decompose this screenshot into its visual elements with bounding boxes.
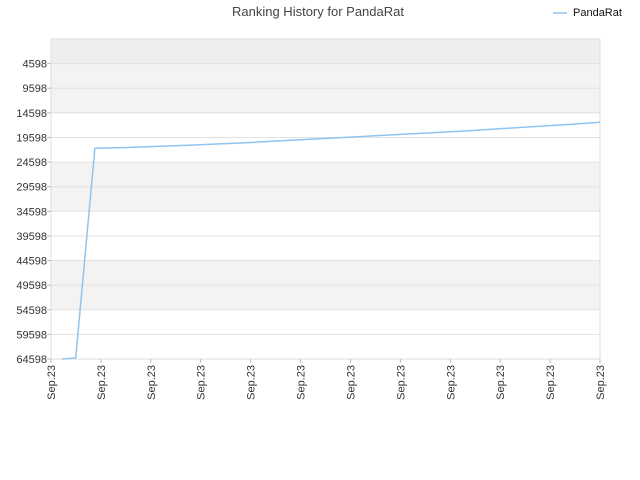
plot-band [51, 235, 600, 261]
y-tick-label: 54598 [16, 305, 47, 317]
y-tick-label: 34598 [16, 206, 47, 218]
y-tick-label: 24598 [16, 157, 47, 169]
series-line-pandarat [61, 121, 601, 360]
y-tick-label: 19598 [16, 132, 47, 144]
chart-title: Ranking History for PandaRat [232, 4, 404, 19]
y-tick-label: 39598 [16, 231, 47, 243]
x-tick-label: Sep.23 [545, 365, 557, 400]
series-layer [61, 121, 601, 360]
plot-band [51, 112, 600, 138]
plot-border [50, 38, 601, 360]
y-tick-label: 29598 [16, 182, 47, 194]
y-tick-label: 14598 [16, 108, 47, 120]
x-tick-label: Sep.23 [246, 365, 258, 400]
y-tick-label: 64598 [16, 354, 47, 366]
x-tick-label: Sep.23 [96, 365, 108, 400]
y-tick-label: 59598 [16, 329, 47, 341]
plot-band [51, 285, 600, 310]
x-tick-label: Sep.23 [395, 365, 407, 400]
x-tick-label: Sep.23 [345, 365, 357, 400]
y-tick-label: 49598 [16, 280, 47, 292]
y-tick-label: 44598 [16, 256, 47, 268]
x-tick-label: Sep.23 [196, 365, 208, 400]
plot-band [51, 39, 600, 64]
plot-band [51, 162, 600, 187]
legend-label-pandarat: PandaRat [573, 7, 622, 19]
x-axis: Sep.23 Sep.23 Sep.23 Sep.23 Sep.23 Sep.23 Sep.… [46, 359, 607, 400]
y-tick-label: 4598 [23, 59, 47, 71]
plot-band [51, 186, 600, 212]
x-tick-label: Sep.23 [46, 365, 58, 400]
plot-band [51, 260, 600, 286]
plot-band [51, 137, 600, 163]
x-tick-label: Sep.23 [595, 365, 607, 400]
plot-bands [51, 39, 600, 359]
plot-band [51, 309, 600, 335]
legend[interactable]: PandaRat [553, 7, 622, 19]
x-tick-label: Sep.23 [495, 365, 507, 400]
plot-band [51, 63, 600, 89]
y-tick-label: 9598 [23, 83, 47, 95]
y-axis: 4598 9598 14598 19598 24598 29598 34598 39598 44… [16, 59, 51, 366]
x-tick-label: Sep.23 [445, 365, 457, 400]
x-tick-label: Sep.23 [146, 365, 158, 400]
plot-band [51, 334, 600, 359]
x-tick-label: Sep.23 [296, 365, 308, 400]
plot-band [51, 211, 600, 236]
plot-band [51, 88, 600, 113]
